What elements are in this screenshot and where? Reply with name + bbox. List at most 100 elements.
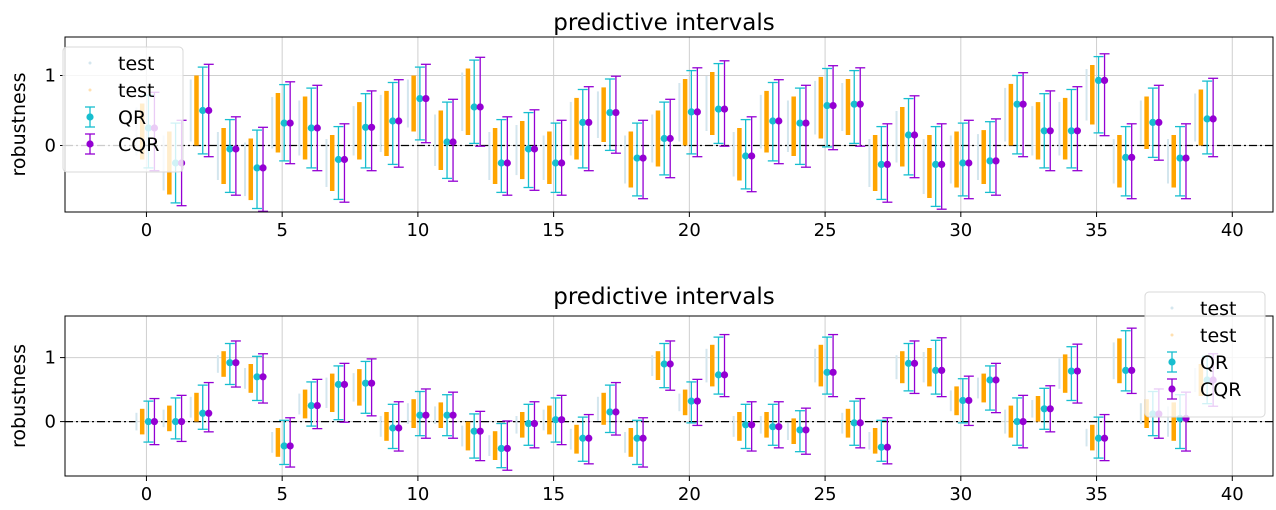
y-tick-label: 1 — [45, 348, 56, 369]
y-tick-label: 0 — [45, 412, 56, 433]
orange-interval-bar — [1171, 402, 1176, 441]
qr-point — [334, 155, 343, 164]
x-tick-label: 40 — [1221, 220, 1244, 241]
cqr-point — [585, 434, 593, 442]
qr-point — [796, 119, 804, 127]
test-marker — [434, 406, 437, 424]
orange-interval-bar — [791, 418, 796, 444]
test-marker — [841, 412, 844, 434]
cqr-point — [1128, 153, 1136, 161]
qr-point — [714, 371, 723, 379]
legend-test-marker — [88, 61, 92, 65]
orange-interval-bar — [194, 392, 199, 422]
qr-point — [579, 118, 587, 126]
orange-interval-bar — [764, 90, 769, 153]
qr-point — [1176, 154, 1184, 162]
cqr-point — [612, 408, 620, 416]
test-marker — [352, 373, 355, 402]
orange-interval-bar — [1144, 96, 1149, 149]
cqr-point — [503, 159, 511, 167]
cqr-point — [1155, 118, 1163, 126]
orange-interval-bar — [655, 351, 661, 380]
orange-interval-bar — [682, 389, 688, 416]
x-tick-label: 15 — [542, 220, 565, 241]
cqr-point — [1019, 100, 1027, 108]
cqr-point — [910, 131, 919, 139]
orange-interval-bar — [927, 135, 932, 198]
orange-interval-bar — [574, 97, 579, 160]
test-marker — [1194, 93, 1197, 142]
cqr-point — [286, 119, 294, 127]
test-marker — [244, 368, 247, 389]
orange-interval-bar — [818, 344, 824, 387]
cqr-point — [558, 159, 566, 167]
test-marker — [379, 94, 382, 152]
orange-interval-bar — [872, 135, 878, 191]
y-tick-label: 0 — [45, 136, 56, 157]
cqr-point — [177, 418, 186, 426]
test-marker — [1166, 406, 1169, 437]
qr-point — [443, 411, 451, 419]
test-marker — [705, 76, 708, 131]
test-marker — [976, 134, 979, 180]
orange-interval-bar — [1090, 65, 1095, 125]
test-marker — [814, 348, 817, 383]
test-marker — [216, 132, 219, 180]
orange-interval-bar — [981, 373, 986, 403]
qr-point — [416, 411, 424, 419]
orange-interval-bar — [221, 128, 226, 184]
qr-point — [497, 444, 505, 453]
qr-point — [633, 434, 641, 442]
test-marker — [1031, 400, 1034, 418]
x-tick-label: 10 — [406, 220, 429, 241]
orange-interval-bar — [628, 428, 634, 457]
orange-interval-bar — [465, 68, 471, 135]
qr-point — [1040, 127, 1048, 135]
orange-interval-bar — [1117, 338, 1122, 384]
legend-label: test — [118, 53, 155, 75]
cqr-point — [1046, 127, 1054, 135]
chart-panel-1: 0 5 10 15 20 25 30 35 40 0 1 predictive intervals ro… — [8, 10, 1274, 241]
qr-point — [742, 152, 750, 160]
cqr-point — [829, 368, 837, 376]
y-tick-label: 1 — [45, 66, 56, 87]
cqr-point — [720, 371, 729, 379]
y-axis-label: robustness — [8, 344, 30, 448]
cqr-point — [1128, 366, 1136, 374]
orange-interval-bar — [900, 107, 905, 167]
cqr-point — [530, 145, 539, 153]
qr-point — [389, 117, 397, 125]
qr-point — [307, 402, 315, 410]
legend-label: test — [1200, 298, 1237, 320]
cqr-point — [259, 373, 267, 381]
test-marker — [569, 428, 572, 450]
qr-point — [579, 434, 587, 442]
cqr-point — [965, 159, 973, 167]
x-tick-label: 30 — [949, 484, 972, 505]
x-tick-label: 25 — [814, 220, 837, 241]
cqr-point — [1182, 154, 1190, 162]
orange-interval-bar — [791, 96, 796, 156]
cqr-point — [938, 366, 946, 374]
cqr-point — [422, 95, 430, 103]
cqr-point — [205, 106, 213, 115]
legend-point — [86, 140, 94, 148]
test-marker — [868, 139, 871, 187]
qr-point — [1122, 153, 1130, 161]
legend-point — [1168, 385, 1176, 393]
cqr-point — [693, 397, 701, 405]
cqr-point — [693, 108, 701, 116]
test-marker — [624, 135, 627, 184]
test-marker — [325, 377, 328, 408]
test-marker — [162, 409, 165, 428]
qr-point — [660, 134, 668, 143]
test-marker — [406, 403, 409, 424]
test-marker — [868, 432, 871, 450]
test-marker — [488, 435, 491, 456]
qr-point — [633, 154, 641, 162]
cqr-point — [965, 396, 973, 405]
cqr-point — [259, 164, 267, 172]
cqr-point — [802, 426, 810, 434]
orange-interval-bar — [927, 348, 932, 387]
cqr-point — [232, 145, 240, 153]
